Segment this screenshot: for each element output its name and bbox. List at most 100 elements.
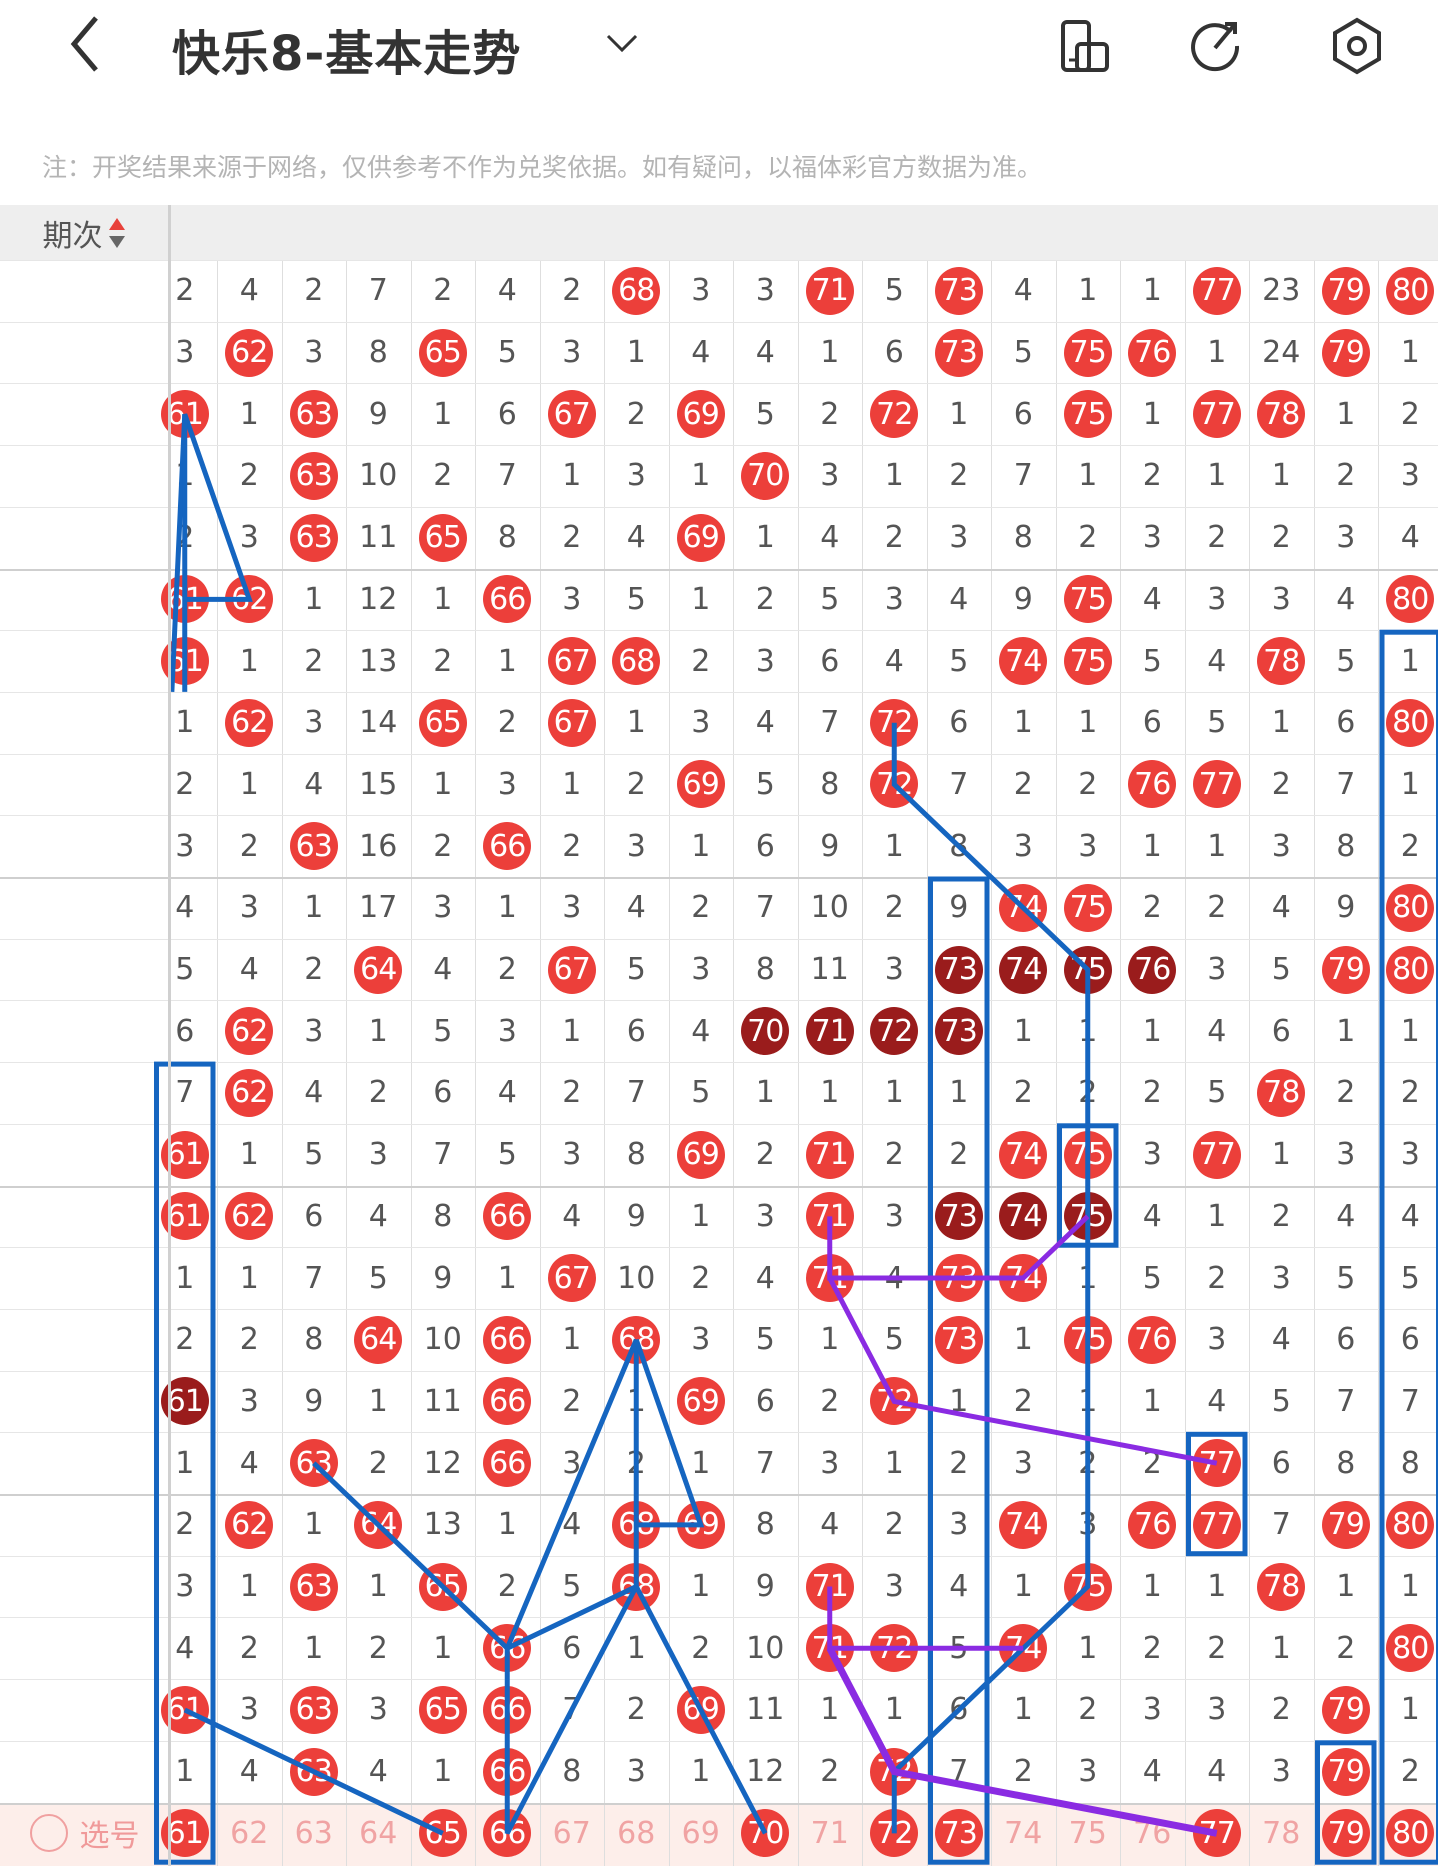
selected-ball[interactable]: 66 <box>483 1809 532 1858</box>
table-cell: 61 <box>153 630 218 692</box>
table-cell: 2 <box>1271 766 1291 802</box>
table-cell: 77 <box>1185 260 1250 322</box>
table-cell: 1 <box>1207 1198 1227 1234</box>
table-cell: 62 <box>217 1494 282 1556</box>
hit-ball: 79 <box>1321 328 1370 377</box>
hit-ball: 75 <box>1063 637 1112 686</box>
select-cell-69[interactable]: 69 <box>681 1815 720 1851</box>
hit-ball: 63 <box>289 451 338 500</box>
hit-ball: 63 <box>289 1439 338 1488</box>
table-cell: 2 <box>1271 1198 1291 1234</box>
table-cell: 3 <box>884 581 904 617</box>
select-cell-65[interactable]: 65 <box>411 1803 476 1865</box>
table-cell: 3 <box>1078 1507 1098 1543</box>
select-cell-72[interactable]: 72 <box>862 1803 927 1865</box>
select-cell-67[interactable]: 67 <box>552 1815 591 1851</box>
hit-ball: 65 <box>418 1685 467 1734</box>
table-cell: 3 <box>1336 1137 1356 1173</box>
chevron-down-icon[interactable] <box>604 28 640 58</box>
hit-ball: 64 <box>354 1315 403 1364</box>
hit-ball: 75 <box>1063 1562 1112 1611</box>
select-cell-71[interactable]: 71 <box>810 1815 849 1851</box>
table-cell: 71 <box>798 260 863 322</box>
select-cell-63[interactable]: 63 <box>294 1815 333 1851</box>
table-cell: 4 <box>626 890 646 926</box>
table-cell: 4 <box>1013 273 1033 309</box>
share-icon[interactable] <box>1187 16 1247 76</box>
selected-ball[interactable]: 73 <box>934 1809 983 1858</box>
select-cell-74[interactable]: 74 <box>1004 1815 1043 1851</box>
table-cell: 72 <box>862 383 927 445</box>
row-divider <box>0 877 1438 879</box>
table-cell: 71 <box>798 1186 863 1248</box>
settings-icon[interactable] <box>1327 16 1387 76</box>
selected-ball[interactable]: 65 <box>418 1809 467 1858</box>
select-cell-76[interactable]: 76 <box>1133 1815 1172 1851</box>
table-cell: 1 <box>691 1754 711 1790</box>
table-cell: 4 <box>755 335 775 371</box>
hit-ball: 62 <box>225 1068 274 1117</box>
page-title[interactable]: 快乐8-基本走势 <box>172 26 522 82</box>
table-cell: 78 <box>1249 1062 1314 1124</box>
issue-number <box>0 1556 169 1618</box>
table-cell: 2 <box>626 1692 646 1728</box>
select-cell-61[interactable]: 61 <box>153 1803 218 1865</box>
select-cell-66[interactable]: 66 <box>475 1803 540 1865</box>
table-cell: 2 <box>1078 766 1098 802</box>
table-cell: 9 <box>626 1198 646 1234</box>
table-cell: 4 <box>239 952 259 988</box>
table-cell: 1 <box>1078 1260 1098 1296</box>
column-header-67 <box>540 205 605 260</box>
column-header-74 <box>991 205 1056 260</box>
table-cell: 5 <box>1013 335 1033 371</box>
phone-rotate-icon[interactable] <box>1055 16 1115 76</box>
table-cell: 8 <box>820 766 840 802</box>
select-cell-70[interactable]: 70 <box>733 1803 798 1865</box>
table-cell: 80 <box>1378 1617 1438 1679</box>
table-cell: 1 <box>304 890 324 926</box>
table-cell: 69 <box>669 1679 734 1741</box>
selected-ball[interactable]: 80 <box>1386 1809 1435 1858</box>
table-cell: 5 <box>626 581 646 617</box>
table-cell: 5 <box>1400 1260 1420 1296</box>
table-cell: 8 <box>497 520 517 556</box>
table-cell: 63 <box>282 1556 347 1618</box>
table-cell: 4 <box>1142 1754 1162 1790</box>
chevron-left-icon[interactable] <box>62 14 112 74</box>
table-cell: 3 <box>1142 1137 1162 1173</box>
table-cell: 1 <box>304 1507 324 1543</box>
select-cell-73[interactable]: 73 <box>927 1803 992 1865</box>
select-cell-62[interactable]: 62 <box>230 1815 269 1851</box>
column-header-72 <box>862 205 927 260</box>
table-cell: 1 <box>1207 828 1227 864</box>
selected-ball[interactable]: 77 <box>1192 1809 1241 1858</box>
table-cell: 6 <box>1400 1322 1420 1358</box>
select-cell-77[interactable]: 77 <box>1185 1803 1250 1865</box>
select-cell-75[interactable]: 75 <box>1068 1815 1107 1851</box>
table-cell: 9 <box>949 890 969 926</box>
table-cell: 9 <box>433 1260 453 1296</box>
select-radio[interactable] <box>29 1814 68 1853</box>
row-divider <box>0 630 1438 632</box>
select-label[interactable]: 选号 <box>0 1803 169 1865</box>
issue-number <box>0 1741 169 1803</box>
selected-ball[interactable]: 70 <box>741 1809 790 1858</box>
select-cell-68[interactable]: 68 <box>617 1815 656 1851</box>
table-cell: 1 <box>755 520 775 556</box>
issue-number <box>0 1494 169 1556</box>
issue-header[interactable]: 期次 <box>0 205 169 260</box>
table-cell: 2 <box>884 520 904 556</box>
selected-ball[interactable]: 72 <box>870 1809 919 1858</box>
table-cell: 61 <box>153 1186 218 1248</box>
select-cell-80[interactable]: 80 <box>1378 1803 1438 1865</box>
select-cell-78[interactable]: 78 <box>1262 1815 1301 1851</box>
select-cell-64[interactable]: 64 <box>359 1815 398 1851</box>
table-cell: 1 <box>433 396 453 432</box>
table-cell: 75 <box>1056 1186 1121 1248</box>
selected-ball[interactable]: 79 <box>1321 1809 1370 1858</box>
table-cell: 7 <box>304 1260 324 1296</box>
hit-ball: 72 <box>870 698 919 747</box>
select-cell-79[interactable]: 79 <box>1314 1803 1379 1865</box>
sort-icon[interactable] <box>107 216 127 250</box>
table-cell: 2 <box>1207 520 1227 556</box>
